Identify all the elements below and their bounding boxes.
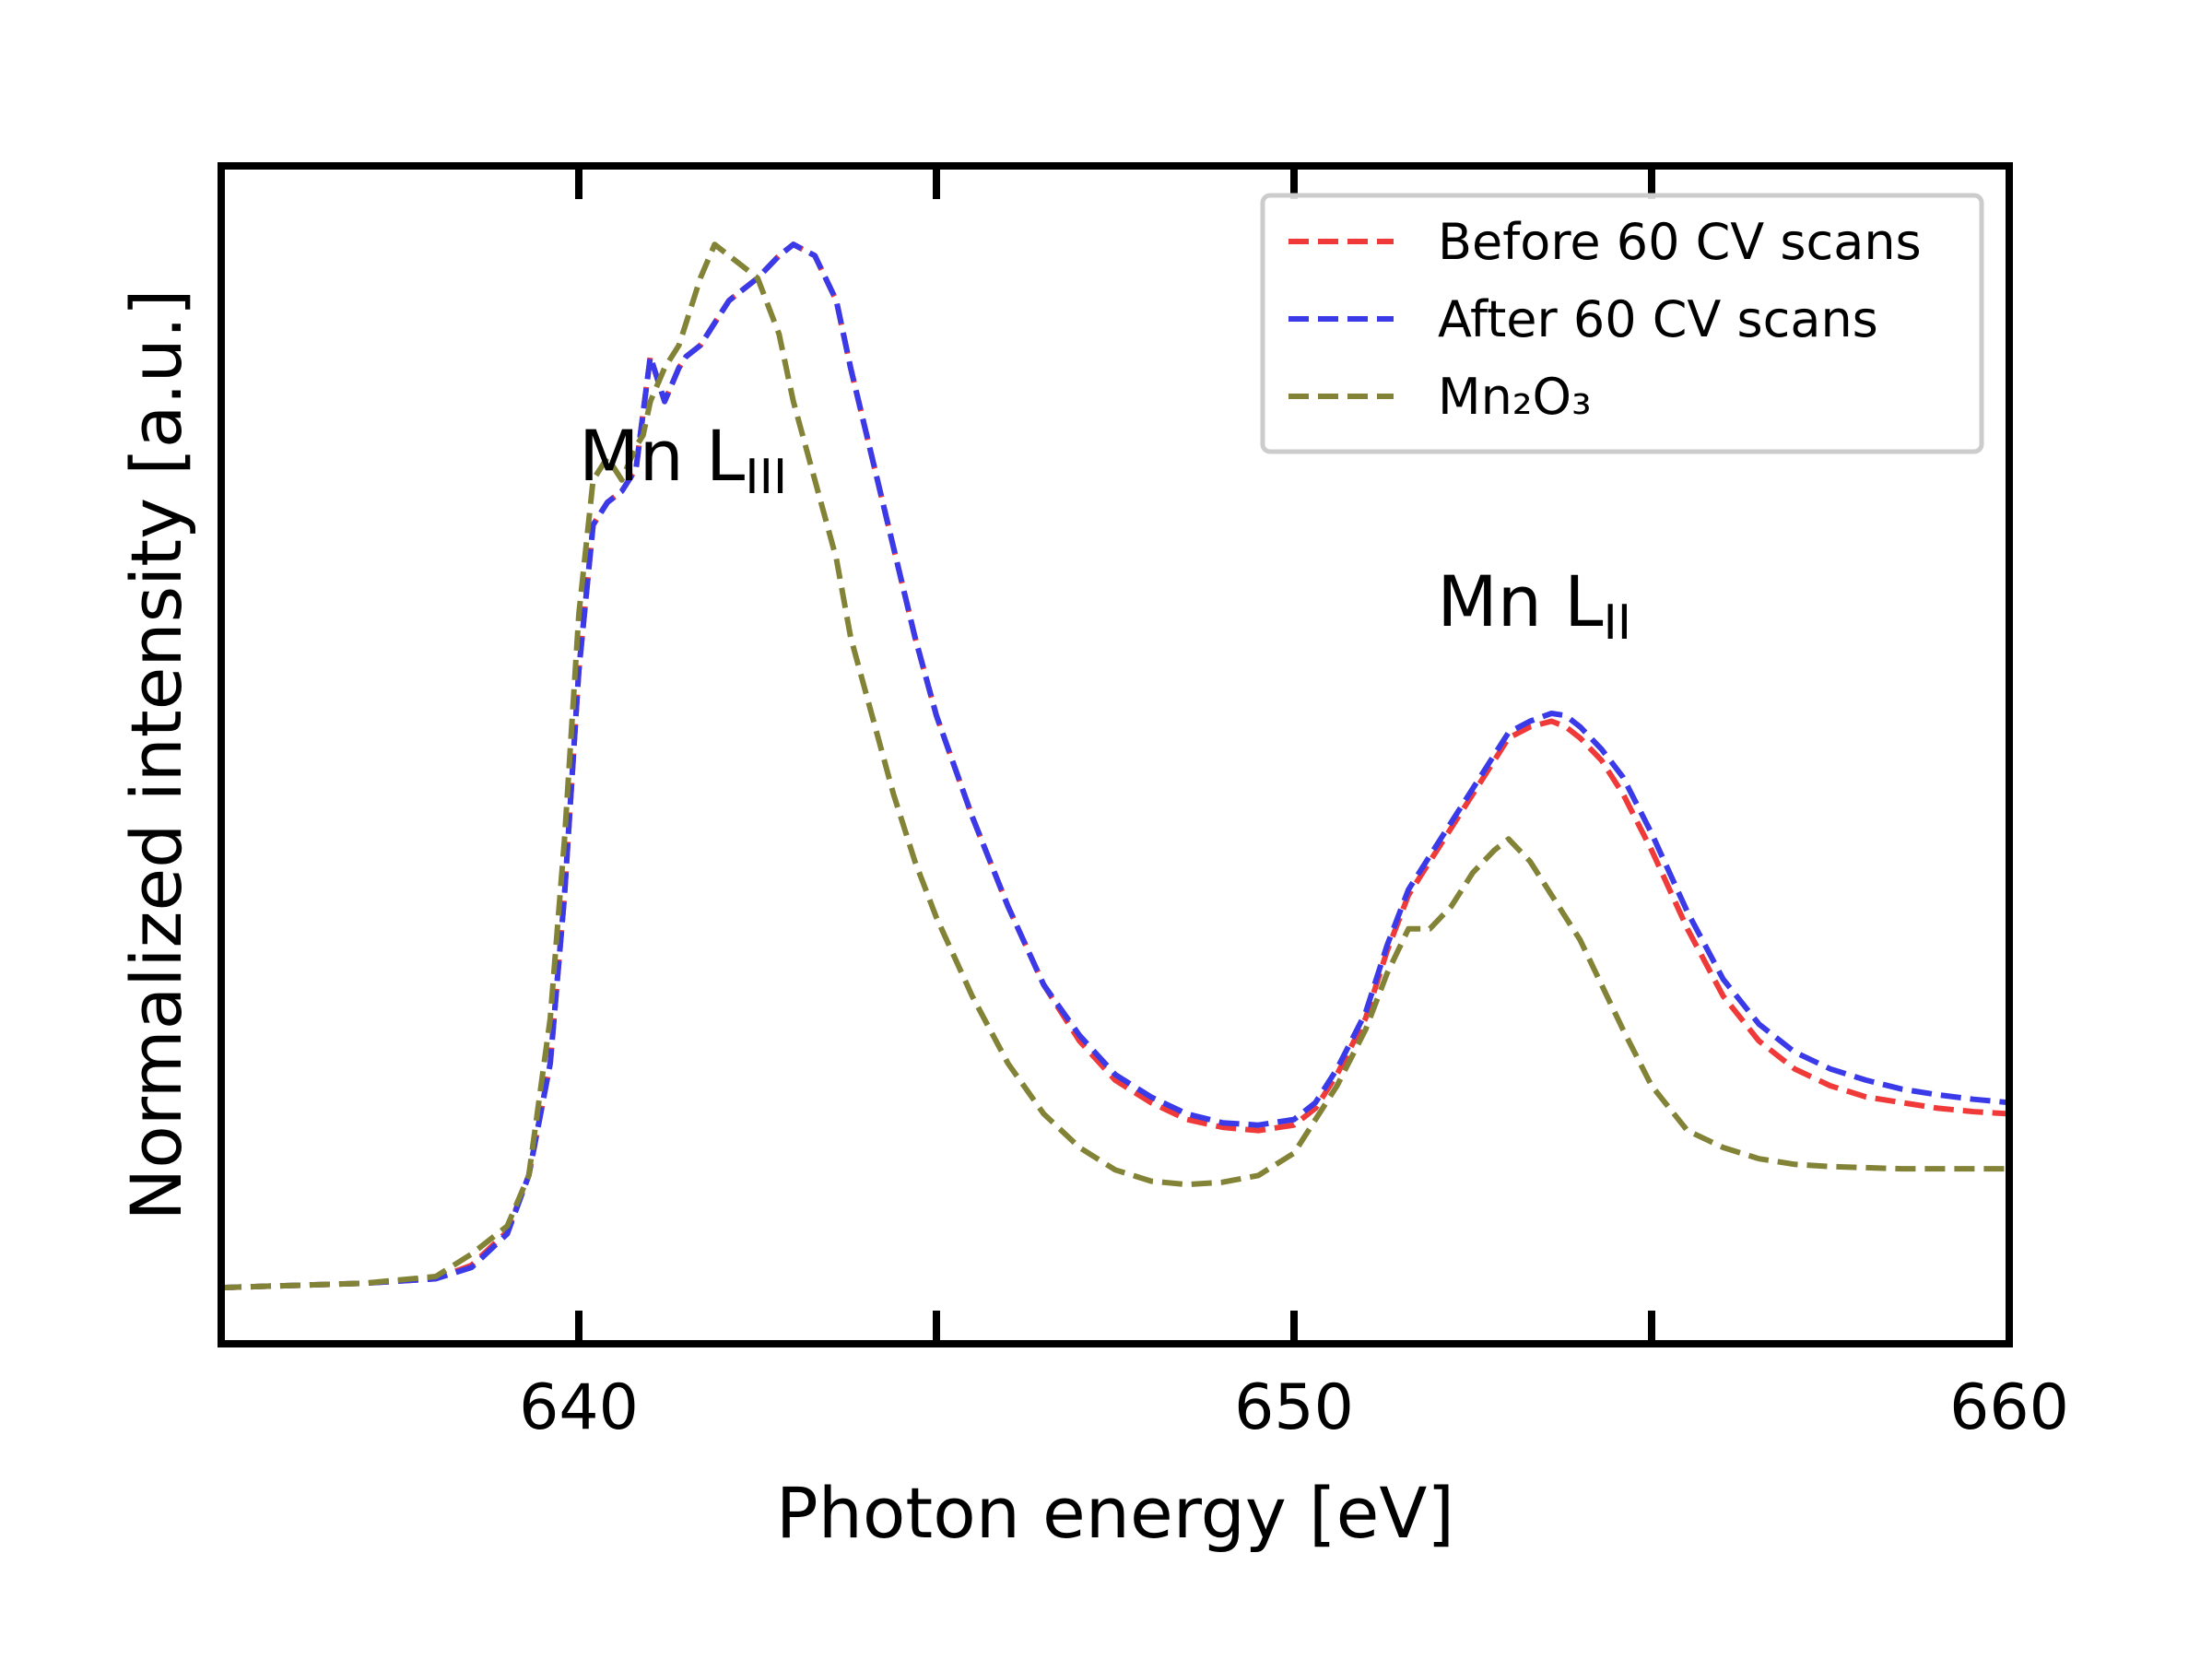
annotation-mn-l2: Mn LII: [1437, 560, 1631, 651]
annotation-layer: Mn LIII Mn LII: [579, 415, 1631, 651]
series-layer: [220, 241, 2010, 1291]
series-line-1: [220, 241, 2010, 1291]
x-axis-label: Photon energy [eV]: [776, 1472, 1454, 1554]
legend-entry-0: Before 60 CV scans: [1438, 213, 1922, 271]
legend-entry-1: After 60 CV scans: [1438, 290, 1878, 348]
x-tick-label: 640: [519, 1371, 639, 1444]
x-tick-label: 660: [1949, 1371, 2069, 1444]
legend-entry-2: Mn₂O₃: [1438, 368, 1592, 426]
legend-box: [1260, 193, 1984, 454]
series-line-0: [220, 241, 2010, 1291]
annotation-mn-l3: Mn LIII: [579, 415, 787, 505]
y-axis-label: Normalized intensity [a.u.]: [115, 288, 197, 1220]
ticks-layer: 640 650 660: [519, 166, 2069, 1444]
x-tick-label: 650: [1234, 1371, 1354, 1444]
series-line-2: [220, 241, 2009, 1291]
legend: Before 60 CV scans After 60 CV scans Mn₂O₃: [1260, 193, 1984, 454]
plot-frame: [218, 162, 2013, 1347]
